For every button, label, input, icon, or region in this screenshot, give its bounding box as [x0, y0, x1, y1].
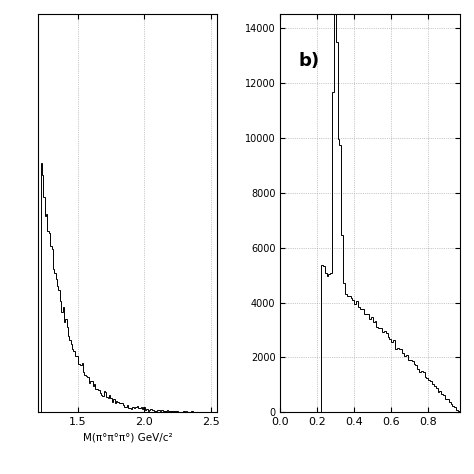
Text: b): b) [298, 52, 319, 70]
X-axis label: M(π°π°π°) GeV/c²: M(π°π°π°) GeV/c² [83, 433, 173, 443]
